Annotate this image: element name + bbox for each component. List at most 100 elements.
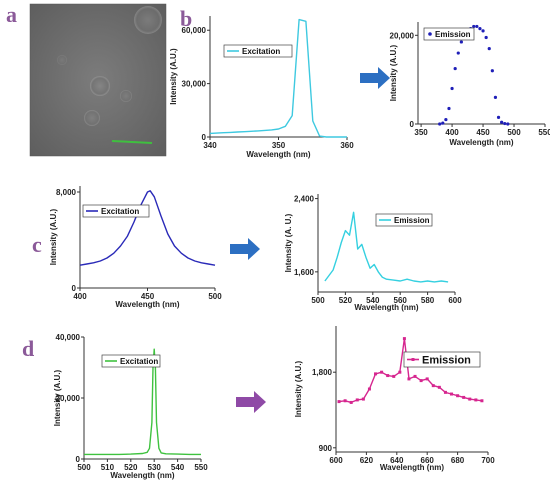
x-tick-label: 550 xyxy=(194,463,208,472)
x-tick-label: 400 xyxy=(73,292,87,301)
data-point xyxy=(361,397,365,401)
x-tick-label: 400 xyxy=(445,128,459,137)
data-point xyxy=(419,379,423,383)
y-tick-label: 900 xyxy=(319,444,333,453)
x-tick-label: 450 xyxy=(476,128,490,137)
data-point xyxy=(459,40,463,44)
data-point xyxy=(367,387,371,391)
scale-bar xyxy=(111,140,153,144)
data-point xyxy=(437,385,441,389)
data-point xyxy=(506,122,510,126)
data-point xyxy=(474,398,478,402)
legend-box xyxy=(423,27,475,41)
x-tick-label: 540 xyxy=(171,463,185,472)
x-axis-label: Wavelength (nm) xyxy=(246,150,310,159)
x-axis-label: Wavelength (nm) xyxy=(115,300,179,309)
x-tick-label: 500 xyxy=(507,128,521,137)
data-point xyxy=(438,122,442,126)
chart-c-emission: 500 520 540 560 580 600 1,600 2,400 Wavelength (… xyxy=(284,194,462,312)
x-axis-label: Wavelength (nm) xyxy=(380,463,444,472)
y-tick-label: 1,600 xyxy=(294,268,315,277)
x-tick-label: 520 xyxy=(124,463,138,472)
x-tick-label: 530 xyxy=(148,463,162,472)
y-tick-label: 1,800 xyxy=(312,368,333,377)
y-tick-label: 20,000 xyxy=(56,394,81,403)
y-axis-label: Intensity (A.U.) xyxy=(49,208,58,265)
legend-box xyxy=(101,354,161,368)
y-tick-label: 0 xyxy=(76,455,81,464)
data-point xyxy=(374,372,378,376)
x-axis-label: Wavelength (nm) xyxy=(449,138,513,147)
data-point xyxy=(456,51,460,55)
x-tick-label: 520 xyxy=(339,296,353,305)
data-point xyxy=(441,121,445,125)
x-tick-label: 550 xyxy=(538,128,550,137)
data-point xyxy=(443,390,447,394)
x-tick-label: 450 xyxy=(141,292,155,301)
x-tick-label: 600 xyxy=(329,456,343,465)
data-point xyxy=(343,399,347,403)
x-tick-label: 700 xyxy=(481,456,495,465)
data-point xyxy=(462,395,466,399)
data-point xyxy=(450,392,454,396)
data-point xyxy=(380,370,384,374)
legend-label: Excitation xyxy=(120,357,158,366)
data-point xyxy=(493,95,498,99)
series-line xyxy=(324,211,449,283)
y-axis-label: Intensity (A.U.) xyxy=(294,360,303,417)
chart-b-emission: 350 400 450 500 550 0 20,000 Wavelength (nm) Int… xyxy=(389,22,550,147)
panel-label-b: b xyxy=(180,6,192,31)
x-tick-label: 500 xyxy=(311,296,325,305)
y-tick-label: 0 xyxy=(202,133,207,142)
legend-box xyxy=(223,44,293,58)
x-axis-label: Wavelength (nm) xyxy=(354,303,418,312)
series-line xyxy=(84,348,201,456)
data-point xyxy=(496,115,501,119)
legend-label: Emission xyxy=(422,355,471,367)
x-tick-label: 560 xyxy=(394,296,408,305)
legend-box xyxy=(82,204,150,218)
legend-marker xyxy=(411,358,415,361)
chart-d-emission: 600 620 640 660 680 700 900 1,800 Wavelength (nm… xyxy=(294,326,495,472)
x-axis-label: Wavelength (nm) xyxy=(110,471,174,480)
data-point xyxy=(500,120,504,124)
y-tick-label: 60,000 xyxy=(182,26,207,35)
data-point xyxy=(407,377,411,381)
microscope-image xyxy=(29,3,167,157)
x-tick-label: 500 xyxy=(77,463,91,472)
x-tick-label: 580 xyxy=(421,296,435,305)
x-tick-label: 340 xyxy=(203,141,217,150)
y-tick-label: 20,000 xyxy=(390,31,415,40)
axis-lines xyxy=(209,16,347,138)
chart-c-excitation: 400 450 500 0 8,000 Wavelength (nm) Intensity … xyxy=(49,186,222,309)
data-point xyxy=(456,394,460,398)
data-point xyxy=(478,27,482,31)
x-tick-label: 360 xyxy=(340,141,354,150)
y-axis-label: Intensity (A.U.) xyxy=(53,369,62,426)
x-tick-label: 350 xyxy=(272,141,286,150)
x-tick-label: 500 xyxy=(208,292,222,301)
legend-label: Emission xyxy=(394,216,430,225)
y-axis-label: Intensity (A. U.) xyxy=(284,213,293,272)
data-point xyxy=(450,86,454,91)
data-point xyxy=(481,29,485,33)
axis-lines xyxy=(317,194,455,293)
series-line xyxy=(79,190,216,266)
data-point xyxy=(484,35,488,40)
panel-label-c: c xyxy=(32,232,42,257)
data-point xyxy=(398,370,402,374)
data-point xyxy=(349,400,353,404)
series-line xyxy=(338,337,483,404)
legend-box xyxy=(375,213,433,227)
y-tick-label: 2,400 xyxy=(294,195,315,204)
chart-d-excitation: 500 510 520 530 540 550 0 20,000 40,000 Wavelengt… xyxy=(53,333,208,480)
y-axis-label: Intensity (A.U.) xyxy=(169,48,178,105)
x-tick-label: 510 xyxy=(101,463,115,472)
x-tick-label: 620 xyxy=(360,456,374,465)
arrow-d xyxy=(236,391,266,413)
data-point xyxy=(444,117,448,122)
x-tick-label: 660 xyxy=(421,456,435,465)
data-point xyxy=(431,384,435,388)
legend-label: Excitation xyxy=(242,47,280,56)
data-point xyxy=(503,121,507,126)
